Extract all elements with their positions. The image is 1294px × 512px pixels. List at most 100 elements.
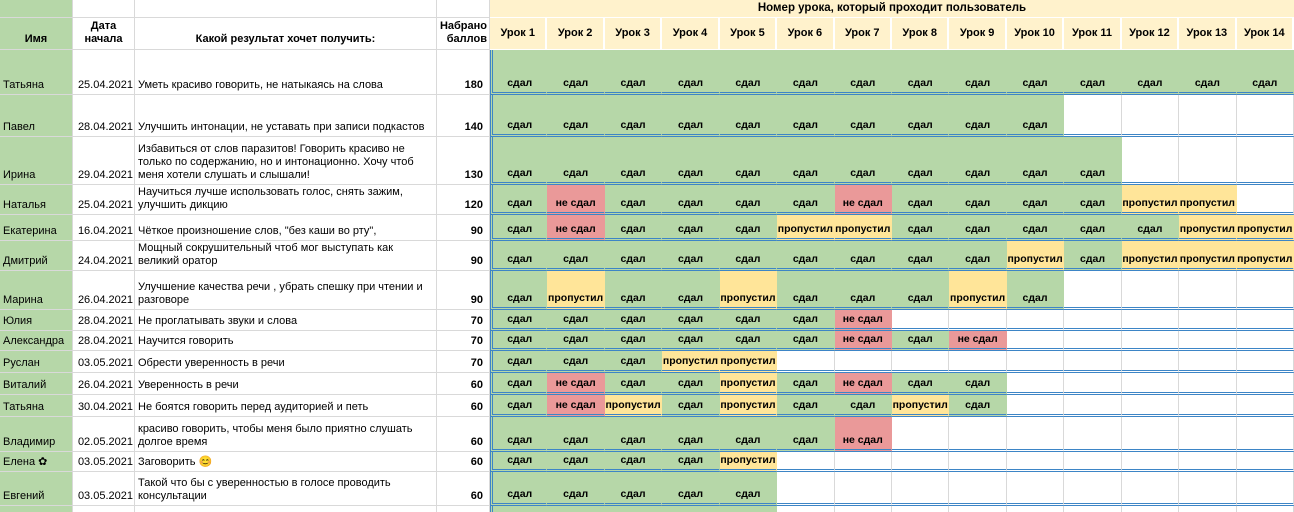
status-cell[interactable]: пропустил [1236, 241, 1294, 271]
status-cell[interactable] [1236, 351, 1294, 373]
status-cell[interactable]: не сдал [834, 373, 892, 395]
date-cell[interactable]: 03.05.2021 [73, 472, 135, 506]
status-cell[interactable] [1179, 417, 1237, 452]
status-cell[interactable]: пропустил [662, 351, 720, 373]
status-cell[interactable] [1064, 351, 1122, 373]
status-cell[interactable] [834, 351, 892, 373]
status-cell[interactable]: сдал [490, 395, 548, 417]
status-cell[interactable]: сдал [1064, 215, 1122, 241]
points-cell[interactable] [437, 506, 490, 512]
goal-cell[interactable]: красиво говорить, чтобы меня было приятн… [135, 417, 437, 452]
status-cell[interactable] [1236, 472, 1294, 506]
status-cell[interactable] [1236, 271, 1294, 310]
status-cell[interactable]: пропустил [1006, 241, 1065, 271]
status-cell[interactable]: сдал [719, 472, 778, 506]
status-cell[interactable]: сдал [662, 452, 720, 472]
goal-cell[interactable]: Научится говорить [135, 331, 437, 351]
status-cell[interactable]: сдал [719, 241, 778, 271]
status-cell[interactable]: сдал [490, 50, 548, 95]
status-cell[interactable] [1179, 95, 1237, 137]
name-cell[interactable] [0, 506, 73, 512]
status-cell[interactable] [949, 351, 1007, 373]
status-cell[interactable]: сдал [662, 137, 720, 185]
top-row-name-cell[interactable] [0, 0, 73, 18]
status-cell[interactable] [1121, 137, 1180, 185]
goal-cell[interactable]: Избавиться от слов паразитов! Говорить к… [135, 137, 437, 185]
points-cell[interactable]: 60 [437, 395, 490, 417]
lesson-header[interactable]: Урок 2 [547, 18, 605, 50]
points-cell[interactable]: 60 [437, 452, 490, 472]
status-cell[interactable]: сдал [949, 95, 1007, 137]
status-cell[interactable]: сдал [891, 95, 950, 137]
status-cell[interactable]: пропустил [777, 215, 835, 241]
status-cell[interactable] [891, 351, 950, 373]
status-cell[interactable]: сдал [777, 310, 835, 331]
status-cell[interactable]: сдал [777, 331, 835, 351]
goal-cell[interactable]: Не проглатывать звуки и слова [135, 310, 437, 331]
status-cell[interactable]: сдал [604, 417, 663, 452]
status-cell[interactable]: сдал [604, 310, 663, 331]
status-cell[interactable] [1121, 310, 1180, 331]
goal-cell[interactable]: Мощный сокрушительный чтоб мог выступать… [135, 241, 437, 271]
status-cell[interactable]: не сдал [547, 395, 605, 417]
status-cell[interactable]: пропустил [719, 452, 778, 472]
status-cell[interactable]: сдал [490, 95, 548, 137]
status-cell[interactable] [949, 310, 1007, 331]
status-cell[interactable]: сдал [547, 95, 605, 137]
status-cell[interactable]: пропустил [719, 395, 778, 417]
status-cell[interactable]: сдал [891, 50, 950, 95]
date-cell[interactable]: 28.04.2021 [73, 331, 135, 351]
status-cell[interactable] [1179, 506, 1237, 512]
status-cell[interactable]: не сдал [834, 185, 892, 215]
lesson-header[interactable]: Урок 5 [719, 18, 778, 50]
goal-cell[interactable]: Чёткое произношение слов, "без каши во р… [135, 215, 437, 241]
name-cell[interactable]: Татьяна [0, 395, 73, 417]
status-cell[interactable] [834, 506, 892, 512]
points-cell[interactable]: 60 [437, 373, 490, 395]
status-cell[interactable]: сдал [834, 50, 892, 95]
status-cell[interactable] [1064, 506, 1122, 512]
points-cell[interactable]: 90 [437, 271, 490, 310]
status-cell[interactable] [1121, 452, 1180, 472]
status-cell[interactable] [834, 452, 892, 472]
status-cell[interactable]: сдал [662, 241, 720, 271]
status-cell[interactable] [1236, 137, 1294, 185]
status-cell[interactable]: сдал [777, 417, 835, 452]
status-cell[interactable] [1006, 310, 1065, 331]
status-cell[interactable]: сдал [1006, 215, 1065, 241]
status-cell[interactable] [1121, 271, 1180, 310]
name-cell[interactable]: Павел [0, 95, 73, 137]
status-cell[interactable]: сдал [834, 137, 892, 185]
status-cell[interactable]: сдал [547, 137, 605, 185]
status-cell[interactable] [777, 351, 835, 373]
goal-cell[interactable]: Уверенность в речи [135, 373, 437, 395]
status-cell[interactable]: сдал [490, 215, 548, 241]
name-cell[interactable]: Виталий [0, 373, 73, 395]
status-cell[interactable]: сдал [662, 215, 720, 241]
status-cell[interactable]: сдал [1006, 185, 1065, 215]
status-cell[interactable]: сдал [604, 331, 663, 351]
status-cell[interactable]: сдал [1064, 137, 1122, 185]
status-cell[interactable]: сдал [547, 417, 605, 452]
status-cell[interactable]: сдал [719, 310, 778, 331]
status-cell[interactable]: сдал [834, 95, 892, 137]
status-cell[interactable]: сдал [604, 137, 663, 185]
points-cell[interactable]: 130 [437, 137, 490, 185]
status-cell[interactable]: пропустил [547, 271, 605, 310]
status-cell[interactable]: не сдал [547, 373, 605, 395]
top-row-goal-cell[interactable] [135, 0, 437, 18]
column-header-points[interactable]: Набрано баллов [437, 18, 490, 50]
status-cell[interactable]: сдал [490, 241, 548, 271]
status-cell[interactable] [1006, 351, 1065, 373]
status-cell[interactable]: сдал [891, 215, 950, 241]
status-cell[interactable]: сдал [662, 95, 720, 137]
column-header-goal[interactable]: Какой результат хочет получить: [135, 18, 437, 50]
status-cell[interactable]: сдал [1006, 95, 1065, 137]
goal-cell[interactable]: Не боятся говорить перед аудиторией и пе… [135, 395, 437, 417]
status-cell[interactable]: пропустил [1121, 241, 1180, 271]
status-cell[interactable]: сдал [662, 373, 720, 395]
points-cell[interactable]: 90 [437, 241, 490, 271]
status-cell[interactable] [1179, 452, 1237, 472]
status-cell[interactable]: не сдал [547, 185, 605, 215]
status-cell[interactable] [1179, 472, 1237, 506]
